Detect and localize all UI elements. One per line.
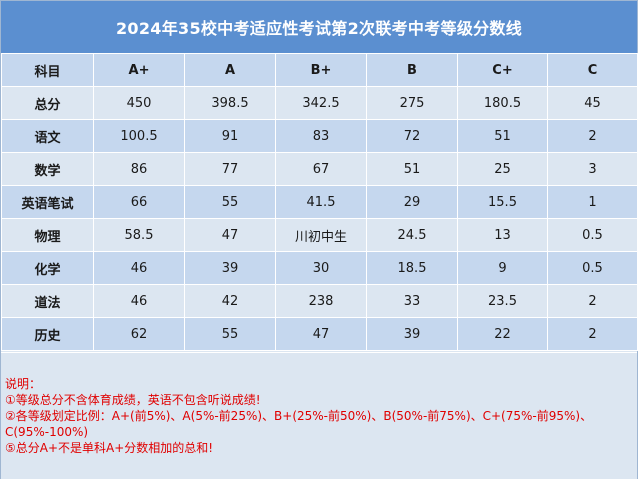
table-row: 总分 450 398.5 342.5 275 180.5 45: [1, 86, 638, 120]
score-cell: 18.5: [366, 251, 458, 285]
score-cell: 342.5: [275, 86, 367, 120]
score-table: 科目 A+ A B+ B C+ C 总分 450 398.5 342.5 275…: [1, 53, 638, 351]
score-cell: 29: [366, 185, 458, 219]
header-cell: C+: [457, 53, 548, 87]
score-cell: 450: [93, 86, 185, 120]
score-cell: 33: [366, 284, 458, 318]
table-title: 2024年35校中考适应性考试第2次联考中考等级分数线: [1, 1, 637, 53]
score-cell: 9: [457, 251, 548, 285]
score-cell: 91: [184, 119, 276, 153]
score-cell: 55: [184, 185, 276, 219]
score-cell: 83: [275, 119, 367, 153]
table-row: 物理 58.5 47 川初中生 24.5 13 0.5: [1, 218, 638, 252]
score-cell: 25: [457, 152, 548, 186]
score-cell: 3: [547, 152, 638, 186]
score-cell: 1: [547, 185, 638, 219]
score-cell: 238: [275, 284, 367, 318]
score-cell: 77: [184, 152, 276, 186]
score-cell: 398.5: [184, 86, 276, 120]
score-cell: 47: [275, 317, 367, 351]
score-cell: 46: [93, 284, 185, 318]
header-cell: A+: [93, 53, 185, 87]
subject-cell: 数学: [1, 152, 94, 186]
score-cell: 23.5: [457, 284, 548, 318]
score-cell: 30: [275, 251, 367, 285]
score-cell: 2: [547, 119, 638, 153]
score-cell: 58.5: [93, 218, 185, 252]
score-cell: 46: [93, 251, 185, 285]
notes-heading: 说明：: [5, 377, 42, 391]
table-row: 化学 46 39 30 18.5 9 0.5: [1, 251, 638, 285]
score-cell: 41.5: [275, 185, 367, 219]
header-cell: 科目: [1, 53, 94, 87]
score-cell: 2: [547, 284, 638, 318]
subject-cell: 总分: [1, 86, 94, 120]
score-cell: 13: [457, 218, 548, 252]
score-cell: 66: [93, 185, 185, 219]
header-row: 科目 A+ A B+ B C+ C: [1, 53, 638, 87]
subject-cell: 道法: [1, 284, 94, 318]
score-cell: 275: [366, 86, 458, 120]
table-row: 道法 46 42 238 33 23.5 2: [1, 284, 638, 318]
header-cell: C: [547, 53, 638, 87]
table-row: 历史 62 55 47 39 22 2: [1, 317, 638, 351]
score-cell: 0.5: [547, 251, 638, 285]
note-line: C(95%-100%): [5, 425, 89, 439]
score-cell: 180.5: [457, 86, 548, 120]
score-cell: 0.5: [547, 218, 638, 252]
header-cell: B: [366, 53, 458, 87]
score-cell: 86: [93, 152, 185, 186]
note-line: ②各等级划定比例：A+(前5%)、A(5%-前25%)、B+(25%-前50%)…: [5, 409, 593, 423]
score-cell: 67: [275, 152, 367, 186]
table-row: 数学 86 77 67 51 25 3: [1, 152, 638, 186]
note-line: ⑤总分A+不是单科A+分数相加的总和!: [5, 441, 214, 455]
score-cell: 47: [184, 218, 276, 252]
table-row: 英语笔试 66 55 41.5 29 15.5 1: [1, 185, 638, 219]
subject-cell: 语文: [1, 119, 94, 153]
score-cell: 62: [93, 317, 185, 351]
score-cell: 51: [457, 119, 548, 153]
header-cell: B+: [275, 53, 367, 87]
notes-section: 说明： ①等级总分不含体育成绩，英语不包含听说成绩! ②各等级划定比例：A+(前…: [1, 352, 637, 479]
score-cell: 39: [184, 251, 276, 285]
score-cell: 川初中生: [275, 218, 367, 252]
score-cell: 24.5: [366, 218, 458, 252]
score-cell: 22: [457, 317, 548, 351]
score-cell: 42: [184, 284, 276, 318]
subject-cell: 历史: [1, 317, 94, 351]
score-cell: 39: [366, 317, 458, 351]
score-cell: 55: [184, 317, 276, 351]
score-cell: 15.5: [457, 185, 548, 219]
score-cell: 100.5: [93, 119, 185, 153]
table-row: 语文 100.5 91 83 72 51 2: [1, 119, 638, 153]
score-cell: 72: [366, 119, 458, 153]
subject-cell: 物理: [1, 218, 94, 252]
score-cell: 2: [547, 317, 638, 351]
score-cell: 51: [366, 152, 458, 186]
header-cell: A: [184, 53, 276, 87]
subject-cell: 化学: [1, 251, 94, 285]
score-cell: 45: [547, 86, 638, 120]
note-line: ①等级总分不含体育成绩，英语不包含听说成绩!: [5, 393, 261, 407]
subject-cell: 英语笔试: [1, 185, 94, 219]
